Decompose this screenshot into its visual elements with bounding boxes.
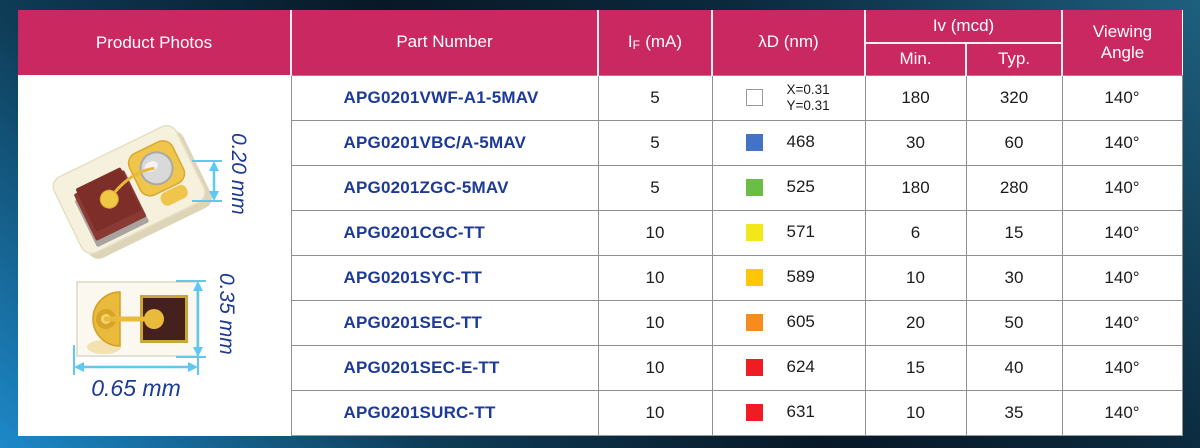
lambda-d-cell: X=0.31 Y=0.31 bbox=[711, 74, 865, 120]
width-dimension-label: 0.65 mm bbox=[91, 375, 181, 401]
header-viewing-angle: Viewing Angle bbox=[1061, 10, 1183, 75]
iv-typ-value: 50 bbox=[965, 299, 1063, 345]
height-dimension-label: 0.35 mm bbox=[215, 273, 238, 355]
viewing-angle-value: 140° bbox=[1061, 74, 1183, 120]
part-number-value: APG0201VBC/A-5MAV bbox=[290, 119, 598, 165]
if-ma-value: 10 bbox=[597, 254, 712, 300]
if-ma-value: 5 bbox=[597, 164, 712, 210]
table-row: APG0201VBC/A-5MAV 5 468 30 60 140° bbox=[18, 119, 1183, 165]
header-iv-typ: Typ. bbox=[964, 42, 1063, 75]
wavelength-value: 468 bbox=[786, 132, 815, 152]
if-ma-value: 10 bbox=[597, 209, 712, 255]
viewing-angle-value: 140° bbox=[1061, 344, 1183, 390]
lambda-d-cell: 605 bbox=[711, 299, 865, 345]
thickness-dimension-arrow bbox=[192, 160, 222, 202]
part-number-value: APG0201SEC-E-TT bbox=[290, 344, 598, 390]
if-ma-value: 10 bbox=[597, 389, 712, 436]
iv-min-value: 20 bbox=[864, 299, 966, 345]
iv-min-value: 6 bbox=[864, 209, 966, 255]
product-photos-cell: 0.20 mm bbox=[18, 75, 291, 435]
wavelength-value: 624 bbox=[786, 357, 815, 377]
lambda-d-cell: 631 bbox=[711, 389, 865, 436]
if-symbol: I bbox=[627, 32, 633, 52]
iv-typ-value: 40 bbox=[965, 344, 1063, 390]
part-number-value: APG0201SYC-TT bbox=[290, 254, 598, 300]
lambda-d-cell: 525 bbox=[711, 164, 865, 210]
iv-min-value: 15 bbox=[864, 344, 966, 390]
table-row: APG0201SEC-E-TT 10 624 15 40 140° bbox=[18, 344, 1183, 390]
viewing-angle-value: 140° bbox=[1061, 164, 1183, 210]
led-spec-table: Product Photos Part Number IF (mA) λD (n… bbox=[18, 10, 1183, 436]
wavelength-value: 589 bbox=[786, 267, 815, 287]
lambda-d-cell: 468 bbox=[711, 119, 865, 165]
led-package-top-view bbox=[76, 281, 198, 357]
table-row: APG0201ZGC-5MAV 5 525 180 280 140° bbox=[18, 164, 1183, 210]
table-row: APG0201CGC-TT 10 571 6 15 140° bbox=[18, 209, 1183, 255]
thickness-dimension-label: 0.20 mm bbox=[227, 133, 250, 215]
color-swatch bbox=[745, 133, 763, 151]
table-header: Product Photos Part Number IF (mA) λD (n… bbox=[18, 10, 1183, 75]
header-iv-min: Min. bbox=[864, 42, 966, 75]
table-row: APG0201SYC-TT 10 589 10 30 140° bbox=[18, 254, 1183, 300]
product-photos-stage: 0.20 mm bbox=[18, 75, 291, 435]
part-number-value: APG0201SEC-TT bbox=[290, 299, 598, 345]
table-row: 0.20 mm bbox=[18, 74, 1183, 435]
header-lambda-d: λD (nm) bbox=[711, 10, 865, 75]
chromaticity-y: Y=0.31 bbox=[786, 97, 830, 113]
viewing-angle-value: 140° bbox=[1061, 209, 1183, 255]
header-product-photos: Product Photos bbox=[18, 10, 291, 75]
wavelength-value: 631 bbox=[786, 402, 815, 422]
part-number-value: APG0201CGC-TT bbox=[290, 209, 598, 255]
viewing-angle-value: 140° bbox=[1061, 254, 1183, 300]
color-swatch bbox=[745, 403, 763, 421]
iv-typ-value: 15 bbox=[965, 209, 1063, 255]
iv-min-value: 180 bbox=[864, 74, 966, 120]
if-ma-value: 10 bbox=[597, 344, 712, 390]
iv-min-value: 180 bbox=[864, 164, 966, 210]
lambda-d-cell: 624 bbox=[711, 344, 865, 390]
iv-typ-value: 30 bbox=[965, 254, 1063, 300]
color-swatch bbox=[745, 89, 763, 106]
color-swatch bbox=[745, 313, 763, 331]
table-row: APG0201SURC-TT 10 631 10 35 140° bbox=[18, 389, 1183, 436]
if-ma-value: 5 bbox=[597, 74, 712, 120]
if-subscript: F bbox=[632, 38, 641, 53]
color-swatch bbox=[745, 268, 763, 286]
wavelength-value: 605 bbox=[786, 312, 815, 332]
viewing-angle-value: 140° bbox=[1061, 299, 1183, 345]
if-unit: (mA) bbox=[645, 32, 683, 52]
iv-min-value: 10 bbox=[864, 254, 966, 300]
color-swatch bbox=[745, 358, 763, 376]
iv-min-value: 10 bbox=[864, 389, 966, 436]
viewing-angle-value: 140° bbox=[1061, 389, 1183, 436]
part-number-value: APG0201VWF-A1-5MAV bbox=[290, 74, 598, 120]
iv-typ-value: 60 bbox=[965, 119, 1063, 165]
header-if-ma: IF (mA) bbox=[597, 10, 712, 75]
header-iv-mcd: Iv (mcd) bbox=[863, 10, 1063, 43]
part-number-value: APG0201ZGC-5MAV bbox=[290, 164, 598, 210]
led-package-3d-view bbox=[52, 124, 212, 259]
iv-min-value: 30 bbox=[864, 119, 966, 165]
color-swatch bbox=[745, 178, 763, 196]
table-row: APG0201SEC-TT 10 605 20 50 140° bbox=[18, 299, 1183, 345]
wavelength-value: 525 bbox=[786, 177, 815, 197]
lambda-d-cell: 571 bbox=[711, 209, 865, 255]
header-part-number: Part Number bbox=[290, 10, 598, 75]
width-dimension-arrow bbox=[73, 345, 199, 375]
chromaticity-x: X=0.31 bbox=[786, 81, 830, 97]
if-ma-value: 10 bbox=[597, 299, 712, 345]
part-number-value: APG0201SURC-TT bbox=[290, 389, 598, 436]
iv-typ-value: 320 bbox=[965, 74, 1063, 120]
if-ma-value: 5 bbox=[597, 119, 712, 165]
lambda-d-cell: 589 bbox=[711, 254, 865, 300]
wavelength-value: 571 bbox=[786, 222, 815, 242]
color-swatch bbox=[745, 223, 763, 241]
height-dimension-arrow bbox=[176, 280, 206, 358]
viewing-angle-value: 140° bbox=[1061, 119, 1183, 165]
iv-typ-value: 280 bbox=[965, 164, 1063, 210]
iv-typ-value: 35 bbox=[965, 389, 1063, 436]
